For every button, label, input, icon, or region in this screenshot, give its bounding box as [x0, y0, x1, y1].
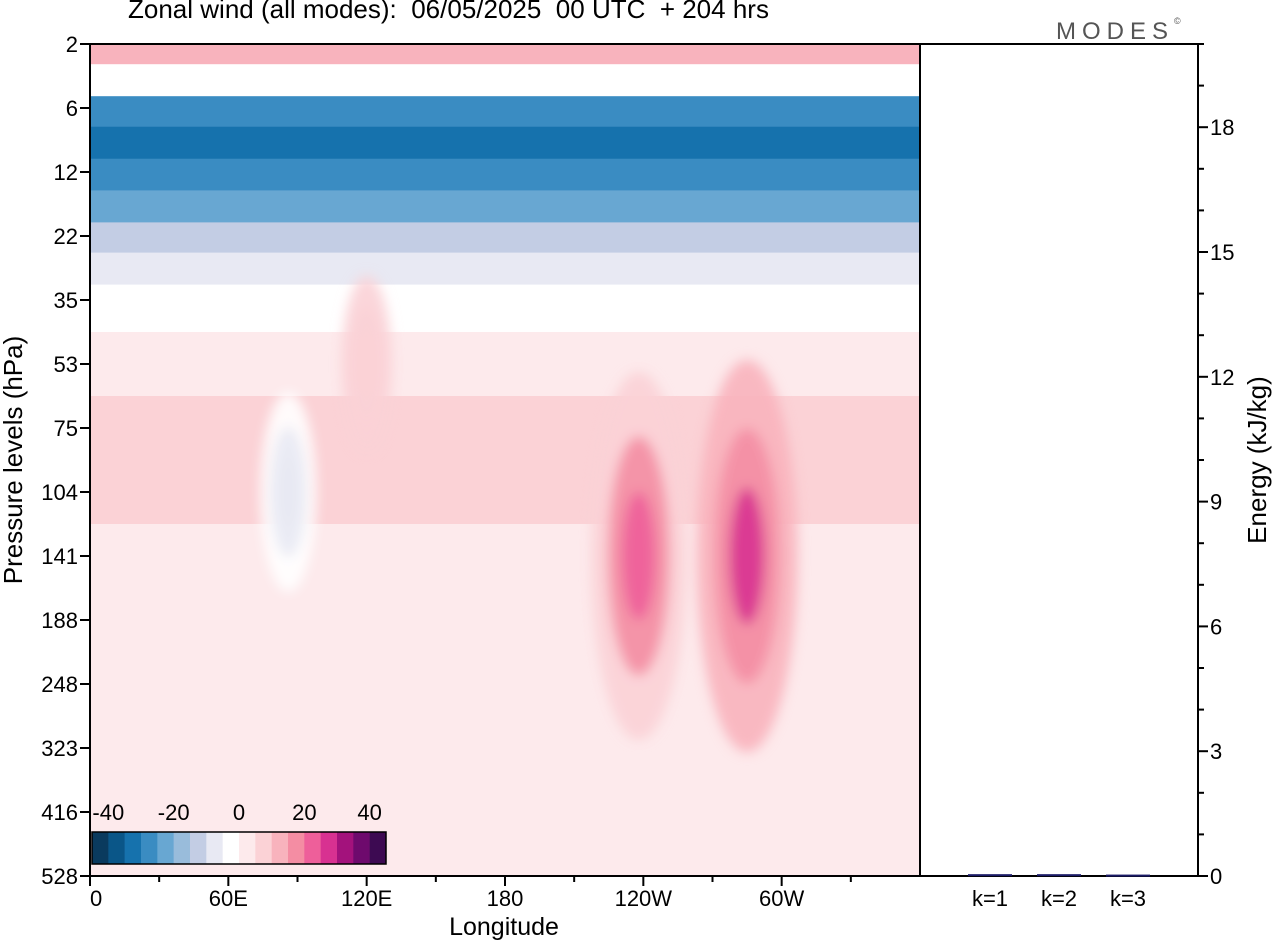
- y-tick-label: 35: [54, 288, 78, 313]
- colorbar-swatch: [173, 832, 191, 864]
- y-tick-label: 104: [41, 480, 78, 505]
- heatmap-feature: [622, 491, 656, 621]
- energy-category-label: k=1: [972, 886, 1008, 911]
- colorbar-swatch: [271, 832, 289, 864]
- colorbar-frame: [91, 831, 387, 865]
- colorbar-tick-label: -40: [92, 800, 124, 825]
- heatmap-band: [90, 158, 920, 191]
- colorbar-tick-label: 0: [233, 800, 245, 825]
- energy-axis: 0 3 6 9 12 15 18: [1198, 43, 1234, 889]
- colorbar-swatch: [108, 832, 125, 864]
- chart-title: Zonal wind (all modes): 06/05/2025 00 UT…: [128, 0, 769, 24]
- x-tick-label: 60E: [209, 886, 248, 911]
- energy-tick-label: 15: [1210, 240, 1234, 265]
- energy-tick-label: 9: [1210, 490, 1222, 515]
- energy-category-label: k=2: [1041, 886, 1077, 911]
- heatmap-features: [260, 276, 798, 752]
- y-tick-label: 22: [54, 224, 78, 249]
- x-tick-label: 120E: [341, 886, 392, 911]
- energy-tick-label: 0: [1210, 864, 1222, 889]
- colorbar-tick-label: 40: [357, 800, 381, 825]
- y-tick-label: 141: [41, 544, 78, 569]
- y-tick-label: 416: [41, 800, 78, 825]
- colorbar-swatch: [190, 832, 207, 864]
- colorbar: -40 -20 0 20 40: [91, 800, 387, 865]
- heatmap-bands: [90, 44, 920, 876]
- colorbar-swatch: [369, 832, 387, 864]
- colorbar-swatch: [92, 832, 109, 864]
- colorbar-swatch: [304, 832, 321, 864]
- y-tick-label: 53: [54, 352, 78, 377]
- colorbar-swatch: [353, 832, 370, 864]
- heatmap-band: [90, 396, 920, 461]
- colorbar-swatch: [320, 832, 338, 864]
- heatmap-feature: [278, 457, 299, 527]
- energy-bar: [1106, 874, 1150, 877]
- copyright-mark: ©: [1174, 16, 1181, 26]
- colorbar-swatch: [337, 832, 354, 864]
- x-tick-label: 180: [487, 886, 524, 911]
- colorbar-swatch: [157, 832, 174, 864]
- heatmap-band: [90, 126, 920, 160]
- y-tick-label: 188: [41, 608, 78, 633]
- colorbar-swatch: [222, 832, 240, 864]
- y-tick-label: 323: [41, 736, 78, 761]
- x-tick-label: 0: [90, 886, 102, 911]
- energy-tick-label: 12: [1210, 365, 1234, 390]
- energy-panel-frame: [919, 43, 1199, 877]
- x-tick-label: 120W: [615, 886, 673, 911]
- y-tick-label: 2: [66, 32, 78, 57]
- heatmap-band: [90, 716, 920, 781]
- modes-logo-text: MODES: [1056, 18, 1175, 45]
- pressure-axis: 2 6 12 22 35 53 75 104 141 188 248 323 416 528: [41, 32, 90, 889]
- energy-bars: [968, 874, 1150, 877]
- energy-axis-label: Energy (kJ/kg): [1242, 376, 1272, 544]
- energy-category-label: k=3: [1110, 886, 1146, 911]
- colorbar-swatch: [206, 832, 223, 864]
- x-axis-label: Longitude: [449, 913, 559, 941]
- colorbar-tick-label: 20: [292, 800, 316, 825]
- energy-tick-label: 18: [1210, 115, 1234, 140]
- heatmap-band: [90, 222, 920, 254]
- heatmap-band: [90, 252, 920, 286]
- heatmap-band: [90, 44, 920, 65]
- colorbar-swatch: [141, 832, 158, 864]
- colorbar-swatch: [255, 832, 272, 864]
- colorbar-tick-label: -20: [158, 800, 190, 825]
- heatmap-band: [90, 190, 920, 223]
- colorbar-swatch: [239, 832, 256, 864]
- heatmap-band: [90, 284, 920, 333]
- heatmap-band: [90, 96, 920, 128]
- energy-categories: k=1 k=2 k=3: [972, 886, 1146, 911]
- heatmap-feature: [357, 333, 376, 395]
- y-tick-label: 75: [54, 416, 78, 441]
- y-tick-label: 12: [54, 160, 78, 185]
- heatmap-band: [90, 652, 920, 717]
- energy-tick-label: 6: [1210, 614, 1222, 639]
- zonal-wind-heatmap: [90, 44, 920, 876]
- y-tick-label: 6: [66, 96, 78, 121]
- x-tick-label: 60W: [759, 886, 804, 911]
- longitude-axis: 0 60E 120E 180 120W 60W: [89, 876, 852, 911]
- y-axis-label: Pressure levels (hPa): [0, 336, 28, 585]
- energy-tick-label: 3: [1210, 739, 1222, 764]
- y-tick-label: 528: [41, 864, 78, 889]
- colorbar-swatch: [124, 832, 142, 864]
- heatmap-band: [90, 332, 920, 397]
- heatmap-band: [90, 64, 920, 97]
- y-tick-label: 248: [41, 672, 78, 697]
- energy-bar: [1037, 874, 1081, 877]
- energy-bar: [968, 874, 1012, 877]
- heatmap-feature: [729, 487, 765, 625]
- modes-logo: MODES©: [1056, 16, 1181, 46]
- colorbar-swatch: [288, 832, 305, 864]
